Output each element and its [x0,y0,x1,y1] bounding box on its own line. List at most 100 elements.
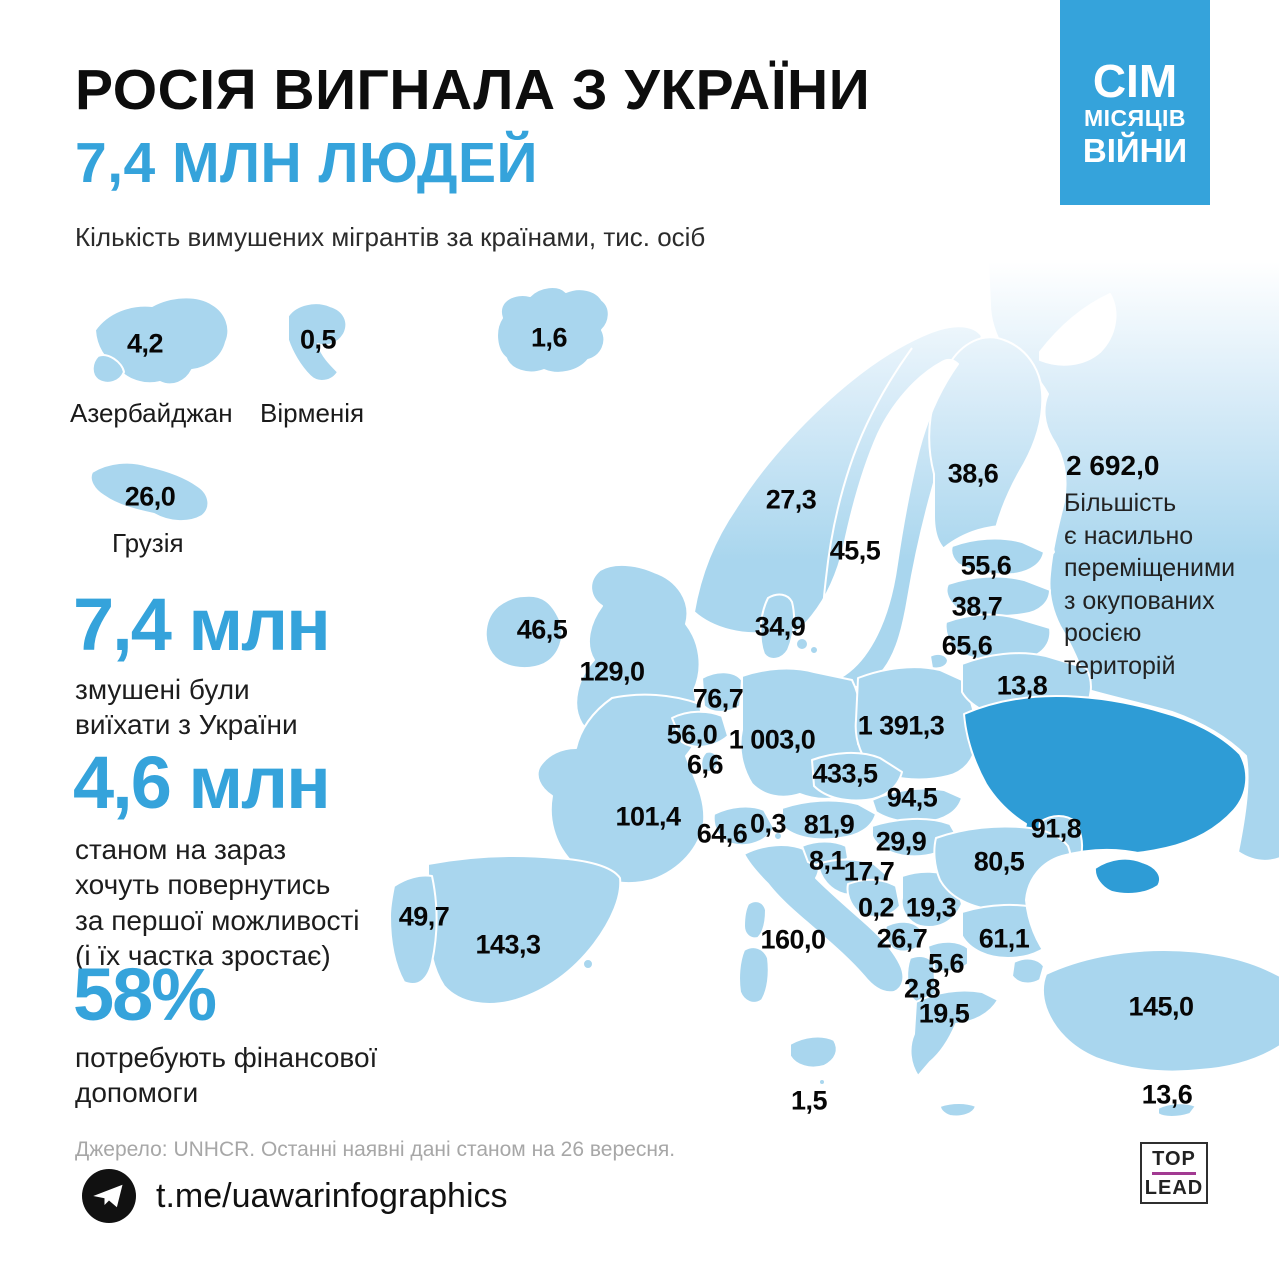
border-norway-sweden [820,347,913,669]
badge-line-1: СІМ [1092,55,1178,107]
toplead-logo: TOP LEAD [1140,1142,1208,1204]
shape-kaliningrad [929,652,949,670]
stat-left-value: 7,4 млн [73,583,331,666]
map-value-georgia: 26,0 [124,481,176,512]
shape-georgia [89,461,210,522]
map-value-france: 101,4 [615,801,681,832]
map-value-serbia: 19,3 [905,892,957,923]
shape-cyprus [1157,1102,1197,1118]
map-value-luxembourg: 6,6 [686,749,724,780]
map-value-united-kingdom: 129,0 [579,656,645,687]
shape-corsica [743,900,767,940]
shape-iceland [496,286,610,374]
map-value-turkey: 145,0 [1128,991,1194,1022]
shape-malta [818,1078,826,1086]
map-value-ireland: 46,5 [516,614,568,645]
page-subtitle: Кількість вимушених мігрантів за країнам… [75,222,706,252]
shape-bosnia [846,878,901,918]
shape-switzerland [712,805,775,847]
shape-armenia [287,302,348,382]
shape-liechtenstein [773,831,783,841]
russia-value: 2 692,0 [1066,450,1160,481]
shape-sicily [789,1035,838,1069]
shape-latvia [945,575,1051,617]
shape-denmark-island [795,637,809,651]
map-value-latvia: 38,7 [951,591,1003,622]
shape-luxembourg [700,750,720,773]
map-value-greece: 19,5 [918,998,970,1029]
shape-spain [427,855,622,1005]
country-label-georgia: Грузія [112,528,184,558]
map-value-estonia: 55,6 [960,550,1012,581]
shape-ireland [484,594,564,670]
sea-baltic [757,358,959,690]
map-value-slovenia: 8,1 [808,845,846,876]
telegram-handle[interactable]: t.me/uawarinfographics [156,1176,508,1215]
sea-black-sea [1025,849,1256,961]
map-value-switzerland: 64,6 [696,818,748,849]
map-value-azerbaijan: 4,2 [126,328,164,359]
toplead-logo-lead: LEAD [1144,1176,1204,1199]
shape-estonia [950,537,1045,576]
stat-left-desc: змушені були виїхати з України [75,674,298,741]
map-value-slovakia: 94,5 [886,782,938,813]
map-value-denmark: 34,9 [754,611,806,642]
map-russia [987,261,1280,862]
country-label-armenia: Вірменія [260,398,365,428]
map-value-italy: 160,0 [760,924,826,955]
shape-crimea [1093,857,1161,895]
shape-denmark-island2 [809,645,819,655]
stat-aid-value: 58% [73,953,217,1036]
toplead-logo-top: TOP [1152,1147,1196,1170]
page-title: РОСІЯ ВИГНАЛА З УКРАЇНИ 7,4 МЛН ЛЮДЕЙ [75,54,870,200]
shape-czechia [811,751,903,802]
badge-line-2: МІСЯЦІВ [1084,105,1186,131]
country-label-azerbaijan: Азербайджан [70,398,233,428]
map-value-armenia: 0,5 [299,324,337,355]
map-value-liechtenstein: 0,3 [749,808,787,839]
title-line-2: 7,4 МЛН ЛЮДЕЙ [75,130,539,195]
telegram-icon [82,1169,136,1223]
map-value-austria: 81,9 [803,809,855,840]
shape-turkey-thrace [1011,957,1045,985]
shape-balearic [582,958,594,970]
shape-portugal [389,874,438,985]
map-value-finland: 38,6 [947,458,999,489]
shape-ukraine [963,695,1248,864]
map-value-moldova: 91,8 [1030,813,1082,844]
map-value-bulgaria: 61,1 [978,923,1030,954]
map-value-belgium: 56,0 [666,719,718,750]
map-value-portugal: 49,7 [398,901,450,932]
map-value-hungary: 29,9 [875,826,927,857]
map-value-netherlands: 76,7 [692,683,744,714]
map-value-czechia: 433,5 [812,758,878,789]
toplead-logo-rule [1152,1171,1196,1175]
war-months-badge: СІМ МІСЯЦІВ ВІЙНИ [1060,0,1210,205]
map-value-norway: 27,3 [765,484,817,515]
telegram-link[interactable]: t.me/uawarinfographics [82,1169,508,1223]
sea-white-sea [1039,293,1117,366]
shape-north-macedonia [927,940,969,973]
map-value-malta: 1,5 [790,1085,828,1116]
map-value-poland: 1 391,3 [857,710,945,741]
map-value-north-macedonia: 5,6 [927,948,965,979]
stat-aid-desc: потребують фінансової допомоги [75,1042,378,1109]
map-value-montenegro: 26,7 [876,923,928,954]
shape-belgium [671,710,729,748]
map-value-germany: 1 003,0 [728,724,816,755]
shape-montenegro [884,920,923,953]
map-value-bosnia: 0,2 [857,892,895,923]
shape-turkey [1042,949,1280,1073]
map-value-lithuania: 65,6 [941,630,993,661]
shape-austria [781,799,877,841]
shape-crete [939,1102,977,1118]
source-line: Джерело: UNHCR. Останні наявні дані стан… [75,1138,676,1161]
map-value-iceland: 1,6 [530,322,568,353]
map-value-croatia: 17,7 [843,856,895,887]
map-value-romania: 80,5 [973,846,1025,877]
shape-greece [909,989,999,1077]
russia-note: Більшість є насильно переміщеними з окуп… [1064,489,1236,680]
shape-netherlands [701,671,743,713]
